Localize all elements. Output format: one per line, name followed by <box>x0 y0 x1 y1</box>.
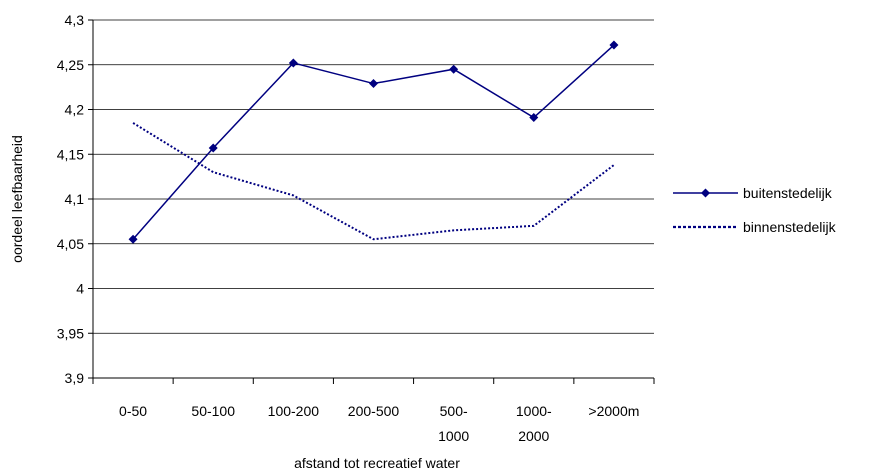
x-tick-label: 100-200 <box>268 403 320 419</box>
x-tick-label: 50-100 <box>191 403 235 419</box>
legend-item-buitenstedelijk: buitenstedelijk <box>673 185 833 201</box>
data-point-buitenstedelijk <box>529 113 539 123</box>
data-point-buitenstedelijk <box>288 58 298 68</box>
x-tick-label: 200-500 <box>348 403 400 419</box>
y-ticks: 3,9 3,95 4 4,05 4,1 4,15 4,2 4,25 4,3 <box>57 12 93 386</box>
y-tick-label: 4,2 <box>65 102 85 118</box>
data-point-buitenstedelijk <box>208 143 218 153</box>
x-axis-title: afstand tot recreatief water <box>294 455 460 471</box>
y-tick-label: 4,1 <box>65 191 85 207</box>
data-point-buitenstedelijk <box>449 64 459 74</box>
legend: buitenstedelijk binnenstedelijk <box>673 185 837 235</box>
y-tick-label: 4,15 <box>57 146 84 162</box>
series <box>128 40 619 244</box>
y-tick-label: 4,3 <box>65 12 85 28</box>
gridlines <box>93 19 654 334</box>
legend-label-binnenstedelijk: binnenstedelijk <box>743 219 837 235</box>
x-tick-label: 1000 <box>438 428 469 444</box>
data-point-buitenstedelijk <box>369 79 378 89</box>
y-axis-title: oordeel leefbaarheid <box>9 135 25 263</box>
series-line-buitenstedelijk <box>132 44 615 240</box>
x-tick-label: 1000- <box>516 403 552 419</box>
x-tick-label: 500- <box>440 403 468 419</box>
legend-item-binnenstedelijk: binnenstedelijk <box>673 219 837 235</box>
legend-marker-diamond-icon <box>701 188 710 198</box>
x-tick-label: >2000m <box>588 403 639 419</box>
legend-label-buitenstedelijk: buitenstedelijk <box>743 185 833 201</box>
y-tick-label: 4,05 <box>57 236 84 252</box>
data-point-buitenstedelijk <box>128 234 138 244</box>
y-tick-label: 4,25 <box>57 57 84 73</box>
x-tick-label: 2000 <box>518 428 549 444</box>
x-tick-label: 0-50 <box>119 403 147 419</box>
x-ticks: 0-50 50-100 100-200 200-500 500- 1000 1000- 200… <box>92 378 655 444</box>
y-tick-label: 4 <box>76 281 84 297</box>
y-tick-label: 3,95 <box>57 325 84 341</box>
y-tick-label: 3,9 <box>65 370 85 386</box>
data-point-buitenstedelijk <box>609 40 619 50</box>
series-line-binnenstedelijk <box>132 122 615 241</box>
